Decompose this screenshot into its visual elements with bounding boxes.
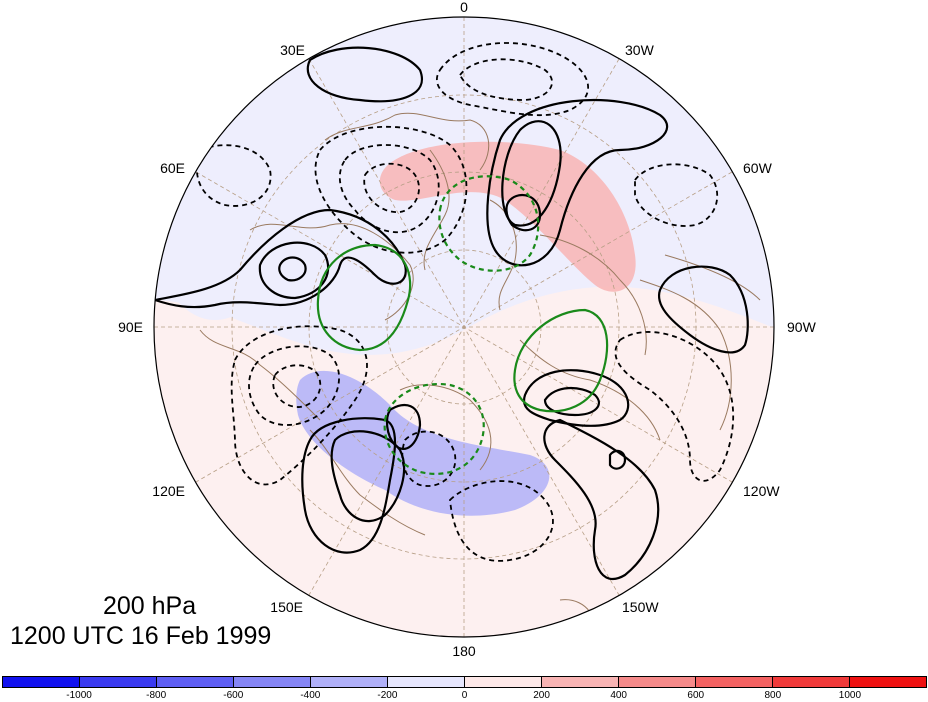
colorbar-segment — [542, 677, 619, 687]
colorbar-segment — [80, 677, 157, 687]
colorbar-tick-label: 600 — [687, 690, 705, 701]
lon-label-150w: 150W — [622, 599, 659, 615]
colorbar-tick-label: 200 — [533, 690, 550, 701]
lon-label-30e: 30E — [280, 42, 305, 58]
colorbar-tick-label: -800 — [146, 690, 167, 701]
colorbar-tick-label: -600 — [223, 690, 244, 701]
colorbar — [2, 676, 927, 688]
colorbar-tick-label: -1000 — [66, 690, 92, 701]
positive-anomaly-region — [379, 141, 636, 292]
map-border — [153, 16, 775, 638]
negative-anomaly-region — [296, 370, 550, 516]
colorbar-tick-label: 400 — [610, 690, 627, 701]
colorbar-segment — [850, 677, 926, 687]
lon-label-180: 180 — [452, 643, 476, 659]
green-solid-contours — [316, 243, 609, 413]
valid-time-caption: 1200 UTC 16 Feb 1999 — [10, 622, 272, 650]
colorbar-segment — [388, 677, 465, 687]
colorbar-segment — [3, 677, 80, 687]
lon-label-0: 0 — [460, 0, 468, 15]
colorbar-tick-label: 800 — [764, 690, 782, 701]
lon-label-120w: 120W — [743, 483, 780, 499]
lon-label-30w: 30W — [625, 42, 655, 58]
colorbar-tick-label: 0 — [461, 690, 468, 701]
colorbar-tick-label: -200 — [377, 690, 398, 701]
colorbar-tick-label: -400 — [300, 690, 321, 701]
graticule — [154, 17, 774, 637]
lon-label-60w: 60W — [743, 160, 773, 176]
lon-label-150e: 150E — [270, 599, 303, 615]
colorbar-segment — [465, 677, 542, 687]
lon-label-120e: 120E — [152, 483, 185, 499]
colorbar-segment — [311, 677, 388, 687]
colorbar-tick-label: 1000 — [838, 690, 862, 701]
lon-label-90e: 90E — [118, 319, 143, 335]
colorbar-segment — [157, 677, 234, 687]
colorbar-segment — [773, 677, 850, 687]
lon-label-60e: 60E — [160, 160, 185, 176]
longitude-labels: 0 30W 60W 90W 120W 150W 180 150E 120E 90… — [118, 0, 816, 659]
dashed-contours — [195, 42, 735, 562]
colorbar-labels: -1000 -800 -600 -400 -200 0 200 400 600 800 1000 — [0, 690, 928, 702]
colorbar-segment — [234, 677, 311, 687]
colorbar-segment — [696, 677, 773, 687]
colorbar-segment — [619, 677, 696, 687]
green-dashed-contours — [383, 175, 540, 475]
pressure-level-caption: 200 hPa — [103, 592, 197, 620]
lon-label-90w: 90W — [787, 319, 817, 335]
